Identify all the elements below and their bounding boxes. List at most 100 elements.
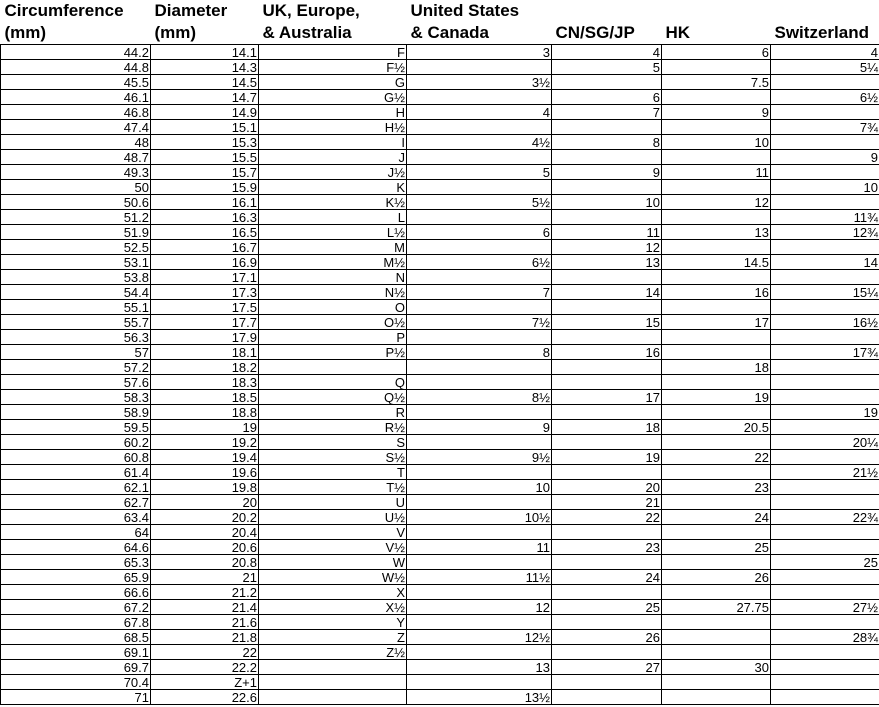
column-header: CN/SG/JP (555, 23, 635, 42)
table-cell: 26 (661, 569, 771, 585)
table-cell: 20.4 (150, 524, 259, 540)
table-cell: 53.8 (0, 269, 151, 285)
table-cell (406, 494, 552, 510)
table-cell (661, 329, 771, 345)
table-cell: W½ (258, 569, 407, 585)
column-header: (mm) (154, 23, 197, 42)
table-cell: 14.9 (150, 104, 259, 120)
table-row: 66.6 21.2 X (0, 584, 879, 600)
table-cell: 44.2 (0, 44, 151, 60)
table-cell (770, 539, 879, 555)
table-cell: 22.6 (150, 689, 259, 705)
table-cell (661, 299, 771, 315)
table-cell: Z (258, 629, 407, 645)
table-cell: 11½ (406, 569, 552, 585)
table-cell: 21 (551, 494, 662, 510)
table-row: 71 22.6 13½ (0, 689, 879, 705)
table-cell: 9 (770, 149, 879, 165)
table-cell (661, 89, 771, 105)
table-cell: U (258, 494, 407, 510)
table-cell (661, 554, 771, 570)
table-cell: F½ (258, 59, 407, 75)
table-cell (551, 524, 662, 540)
table-cell: V (258, 524, 407, 540)
table-cell (661, 629, 771, 645)
table-cell: Q (258, 374, 407, 390)
table-cell: 11¾ (770, 209, 879, 225)
table-cell: U½ (258, 509, 407, 525)
table-cell: 22 (661, 449, 771, 465)
table-cell: 6 (551, 89, 662, 105)
table-header: Circumference Diameter UK, Europe, United S… (1, 0, 879, 45)
table-cell (661, 689, 771, 705)
table-cell: 45.5 (0, 74, 151, 90)
table-cell: 61.4 (0, 464, 151, 480)
table-cell (551, 434, 662, 450)
table-cell: 21.4 (150, 599, 259, 615)
table-cell: 5¼ (770, 59, 879, 75)
table-cell: 27 (551, 659, 662, 675)
table-cell: 65.3 (0, 554, 151, 570)
table-cell (406, 554, 552, 570)
table-row: 62.1 19.8 T½ 10 20 23 (0, 479, 879, 495)
table-cell: 18.3 (150, 374, 259, 390)
table-cell: M½ (258, 254, 407, 270)
table-row: 48.7 15.5 J 9 (0, 149, 879, 165)
table-cell (551, 674, 662, 690)
table-row: 58.3 18.5 Q½ 8½ 17 19 (0, 389, 879, 405)
table-cell: 19.6 (150, 464, 259, 480)
table-cell: 22 (150, 644, 259, 660)
table-body: 44.2 14.1 F 3 4 6 4 44.8 14.3 F½ 5 5¼ 45.5 14.5 G 3½ 7.5… (0, 44, 879, 705)
table-cell: O½ (258, 314, 407, 330)
table-cell: 67.8 (0, 614, 151, 630)
table-cell: 5 (551, 59, 662, 75)
table-cell: M (258, 239, 407, 255)
table-cell: 16.1 (150, 194, 259, 210)
table-cell: 66.6 (0, 584, 151, 600)
table-cell: 12 (551, 239, 662, 255)
table-cell: 17.7 (150, 314, 259, 330)
table-cell: 14.5 (150, 74, 259, 90)
table-row: 62.7 20 U 21 (0, 494, 879, 510)
table-cell (770, 479, 879, 495)
table-cell: 24 (661, 509, 771, 525)
table-cell (258, 359, 407, 375)
table-cell (406, 119, 552, 135)
table-cell: G½ (258, 89, 407, 105)
table-cell: 4 (406, 104, 552, 120)
header-row: Circumference Diameter UK, Europe, United S… (1, 0, 879, 22)
table-cell: 20.8 (150, 554, 259, 570)
table-cell (770, 674, 879, 690)
table-cell: Y (258, 614, 407, 630)
table-cell (770, 524, 879, 540)
table-cell: 69.1 (0, 644, 151, 660)
table-row: 60.2 19.2 S 20¼ (0, 434, 879, 450)
table-cell: 15 (551, 314, 662, 330)
table-cell (661, 614, 771, 630)
column-header (662, 0, 771, 22)
table-cell: I (258, 134, 407, 150)
table-cell (551, 359, 662, 375)
table-cell: 14 (770, 254, 879, 270)
table-cell (661, 209, 771, 225)
table-cell: 27.75 (661, 599, 771, 615)
table-cell: 7½ (406, 314, 552, 330)
table-cell: 13 (661, 224, 771, 240)
table-cell (770, 644, 879, 660)
table-cell: L (258, 209, 407, 225)
table-cell: 13 (406, 659, 552, 675)
table-cell: P½ (258, 344, 407, 360)
table-cell: 30 (661, 659, 771, 675)
table-row: 61.4 19.6 T 21½ (0, 464, 879, 480)
column-header: Diameter (154, 1, 228, 20)
table-cell (661, 644, 771, 660)
column-header: Switzerland (774, 23, 869, 42)
table-row: 57.6 18.3 Q (0, 374, 879, 390)
table-cell: K (258, 179, 407, 195)
table-row: 60.8 19.4 S½ 9½ 19 22 (0, 449, 879, 465)
table-cell (770, 164, 879, 180)
table-cell: 21.2 (150, 584, 259, 600)
table-cell: 16 (551, 344, 662, 360)
table-cell: 17¾ (770, 344, 879, 360)
